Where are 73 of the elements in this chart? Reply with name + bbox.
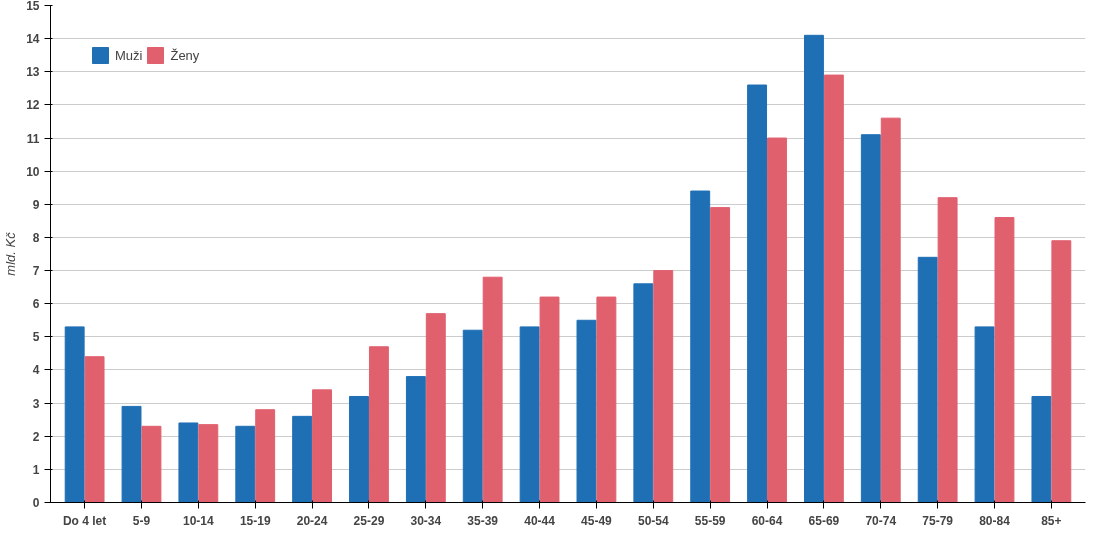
bar xyxy=(804,34,824,503)
x-tick-label: 45-49 xyxy=(581,513,613,528)
bar xyxy=(596,296,617,503)
bar xyxy=(539,296,560,503)
bar xyxy=(880,117,901,503)
bar xyxy=(405,376,426,503)
y-tick-label: 15 xyxy=(26,0,40,13)
bar xyxy=(368,346,389,503)
x-tick-label: 10-14 xyxy=(183,513,215,528)
bar xyxy=(235,425,256,503)
bar xyxy=(312,389,332,503)
x-tick-label: Do 4 let xyxy=(62,513,107,528)
x-tick-label: 50-54 xyxy=(637,513,669,528)
bar xyxy=(576,319,597,503)
x-tick-label: 55-59 xyxy=(694,513,726,528)
x-tick-label: 65-69 xyxy=(808,513,840,528)
y-tick-label: 9 xyxy=(32,197,40,212)
bar xyxy=(178,422,199,503)
bar xyxy=(84,356,105,503)
legend-label: Ženy xyxy=(170,47,200,63)
x-tick-label: 40-44 xyxy=(524,513,556,528)
x-tick-label: 60-64 xyxy=(751,513,783,528)
bar xyxy=(710,207,731,503)
y-axis-title: mld. Kč xyxy=(3,231,19,276)
y-tick-label: 8 xyxy=(32,230,40,245)
y-tick-label: 7 xyxy=(32,264,40,279)
bar xyxy=(462,329,483,503)
x-tick-label: 35-39 xyxy=(467,513,499,528)
x-tick-label: 75-79 xyxy=(922,513,954,528)
y-tick-label: 14 xyxy=(26,32,40,47)
x-tick-label: 70-74 xyxy=(865,513,897,528)
bar xyxy=(141,425,162,503)
y-tick-label: 11 xyxy=(26,131,40,146)
y-tick-label: 6 xyxy=(32,297,40,312)
bar xyxy=(917,256,938,503)
bar xyxy=(860,134,881,503)
bar xyxy=(198,424,219,503)
bar xyxy=(64,326,85,503)
bar xyxy=(1031,395,1052,503)
y-tick-label: 13 xyxy=(26,65,40,80)
bar xyxy=(1051,240,1072,503)
x-tick-label: 85+ xyxy=(1041,513,1062,528)
bar xyxy=(747,84,768,503)
bar xyxy=(974,326,995,503)
x-tick-label: 15-19 xyxy=(239,513,271,528)
y-tick-label: 4 xyxy=(32,363,40,378)
y-tick-label: 5 xyxy=(32,330,40,345)
x-tick-label: 25-29 xyxy=(353,513,385,528)
y-tick-label: 12 xyxy=(26,98,40,113)
bar xyxy=(519,326,540,503)
bar xyxy=(482,276,503,503)
bar xyxy=(255,409,276,503)
bar xyxy=(425,313,446,503)
x-tick-label: 20-24 xyxy=(296,513,328,528)
bar xyxy=(823,74,844,503)
bar xyxy=(653,270,674,503)
y-tick-label: 3 xyxy=(32,396,40,411)
y-tick-label: 10 xyxy=(26,164,40,179)
x-tick-label: 5-9 xyxy=(132,513,151,528)
bar xyxy=(349,395,369,503)
bar xyxy=(994,217,1015,503)
bar xyxy=(937,197,958,503)
bar xyxy=(767,137,787,503)
y-tick-label: 0 xyxy=(32,496,40,510)
y-tick-label: 1 xyxy=(32,462,40,477)
legend-label: Muži xyxy=(115,47,143,63)
y-tick-label: 2 xyxy=(32,429,40,444)
x-tick-label: 30-34 xyxy=(410,513,442,528)
x-tick-label: 80-84 xyxy=(979,513,1011,528)
bar xyxy=(292,415,313,503)
bar xyxy=(690,190,711,503)
bar xyxy=(633,283,654,503)
bar xyxy=(121,405,142,503)
